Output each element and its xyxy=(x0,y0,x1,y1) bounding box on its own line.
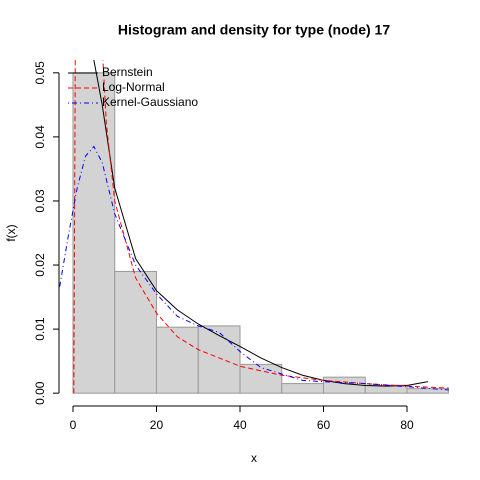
y-tick-label: 0.02 xyxy=(33,253,47,277)
bar xyxy=(155,326,199,394)
x-axis-label: x xyxy=(251,451,257,465)
bar xyxy=(114,270,157,394)
x-tick-label: 40 xyxy=(233,418,247,432)
chart-title: Histogram and density for type (node) 17 xyxy=(118,22,390,38)
legend-label: Kernel-Gaussiano xyxy=(102,95,198,109)
bar xyxy=(197,325,241,394)
x-tick-label: 60 xyxy=(317,418,331,432)
density-line xyxy=(59,145,449,391)
x-tick-label: 0 xyxy=(70,418,77,432)
legend-label: Bernstein xyxy=(102,65,153,79)
bar xyxy=(406,388,449,394)
plot-area xyxy=(59,60,449,394)
density-line xyxy=(73,60,449,394)
y-tick-label: 0.01 xyxy=(33,317,47,341)
y-tick-label: 0.03 xyxy=(33,189,47,213)
density-line xyxy=(93,60,428,387)
legend-label: Log-Normal xyxy=(102,80,165,94)
y-axis-label: f(x) xyxy=(4,224,18,241)
y-tick-label: 0.04 xyxy=(33,125,47,149)
bar xyxy=(72,72,116,394)
x-tick-label: 80 xyxy=(400,418,414,432)
x-tick-label: 20 xyxy=(150,418,164,432)
y-tick-label: 0.05 xyxy=(33,61,47,85)
bar xyxy=(281,383,324,394)
y-tick-label: 0.00 xyxy=(33,381,47,405)
bar xyxy=(239,363,283,394)
